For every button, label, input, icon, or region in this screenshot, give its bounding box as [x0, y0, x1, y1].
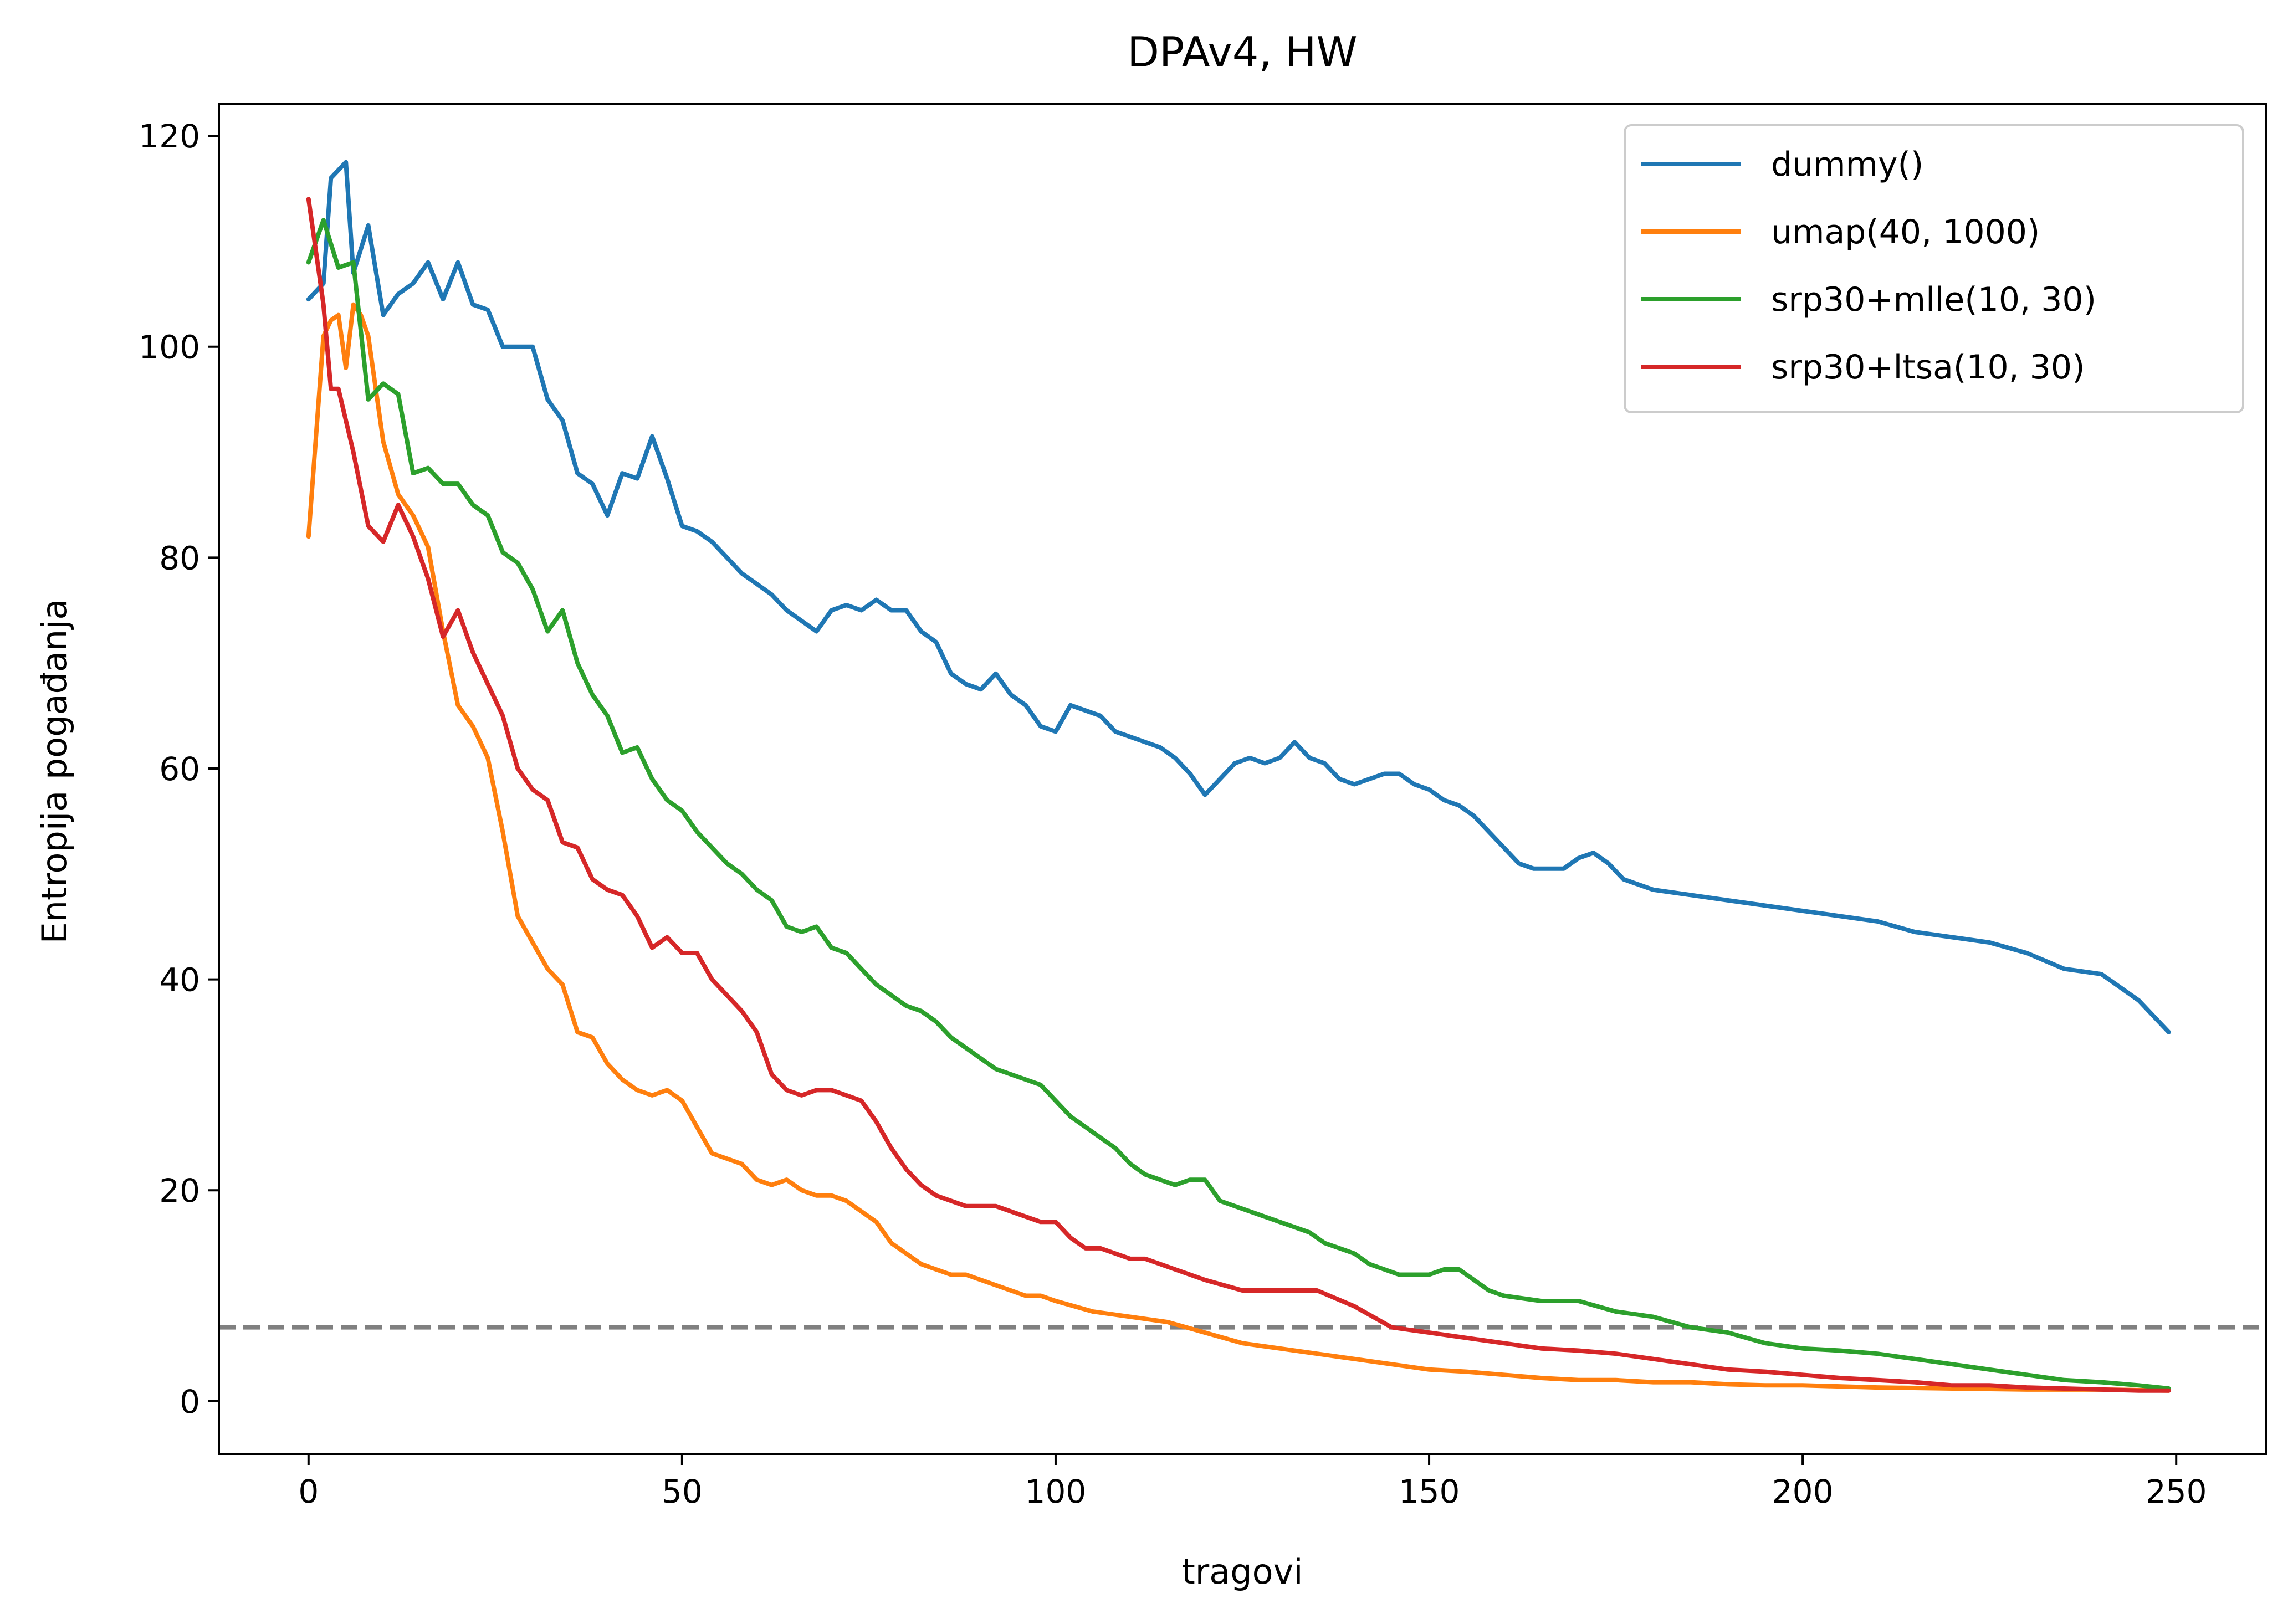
x-tick-label: 0 [298, 1473, 319, 1510]
y-tick-label: 20 [159, 1172, 200, 1210]
y-axis: 0 20 40 60 80 100 120 [139, 117, 219, 1421]
x-tick-label: 100 [1025, 1473, 1087, 1510]
y-tick-label: 120 [139, 117, 200, 155]
y-tick-label: 40 [159, 961, 200, 999]
series-layer [306, 160, 2171, 1393]
series-line-0 [306, 160, 2171, 1034]
series-line-3 [306, 197, 2171, 1393]
legend: dummy() umap(40, 1000) srp30+mlle(10, 30) s… [1624, 124, 2244, 413]
x-tick-label: 150 [1399, 1473, 1460, 1510]
legend-label: srp30+ltsa(10, 30) [1771, 348, 2085, 387]
x-axis: 0 50 100 150 200 250 [298, 1454, 2207, 1510]
legend-label: umap(40, 1000) [1771, 213, 2040, 252]
legend-box [1624, 124, 2244, 413]
legend-label: dummy() [1771, 145, 1923, 184]
chart-title: DPAv4, HW [1127, 28, 1357, 76]
series-line-2 [306, 218, 2171, 1391]
x-tick-label: 50 [662, 1473, 703, 1510]
y-tick-label: 80 [159, 539, 200, 577]
y-tick-label: 0 [180, 1383, 200, 1421]
x-tick-label: 200 [1772, 1473, 1834, 1510]
y-tick-label: 60 [159, 750, 200, 788]
plot-frame [218, 103, 2267, 1455]
series-line-1 [306, 302, 2171, 1393]
y-tick-label: 100 [139, 329, 200, 366]
y-axis-label: Entropija pogađanja [34, 599, 75, 944]
x-tick-label: 250 [2146, 1473, 2207, 1510]
x-axis-label: tragovi [1182, 1551, 1303, 1592]
legend-label: srp30+mlle(10, 30) [1771, 280, 2096, 319]
